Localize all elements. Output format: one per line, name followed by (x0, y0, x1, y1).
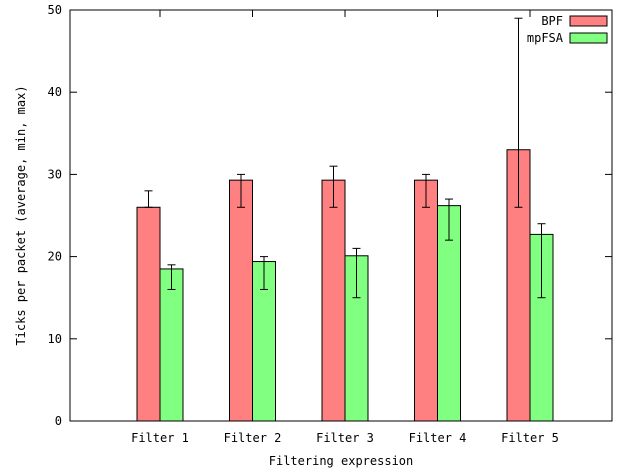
x-tick-label: Filter 3 (316, 431, 374, 445)
x-tick-label: Filter 2 (224, 431, 282, 445)
bar-bpf (229, 179, 253, 422)
y-tick-label: 30 (48, 167, 62, 181)
legend: BPF mpFSA (527, 14, 608, 45)
x-axis-title: Filtering expression (269, 454, 414, 468)
bar-bpf (414, 179, 438, 422)
bar-bpf (136, 206, 161, 422)
x-tick-label: Filter 5 (501, 431, 559, 445)
plot-frame (69, 9, 613, 422)
x-tick-label: Filter 1 (131, 431, 189, 445)
legend-swatch-mpfsa (569, 32, 608, 44)
bars-layer (136, 149, 554, 422)
bar-mpfsa (159, 268, 184, 422)
bar-bpf (321, 179, 346, 422)
y-tick-label: 0 (55, 414, 62, 428)
y-tick-label: 50 (48, 3, 62, 17)
y-axis: 0 10 20 30 40 50 (48, 3, 612, 428)
y-tick-label: 40 (48, 85, 62, 99)
y-tick-label: 20 (48, 250, 62, 264)
legend-swatch-bpf (569, 15, 608, 27)
error-bars-layer (144, 17, 546, 299)
x-tick-label: Filter 4 (409, 431, 467, 445)
y-tick-label: 10 (48, 332, 62, 346)
legend-label-mpfsa: mpFSA (527, 31, 564, 45)
x-axis: Filter 1 Filter 2 Filter 3 Filter 4 Filter 5 (131, 10, 559, 445)
y-axis-title: Ticks per packet (average, min, max) (14, 85, 28, 345)
legend-label-bpf: BPF (541, 14, 563, 28)
